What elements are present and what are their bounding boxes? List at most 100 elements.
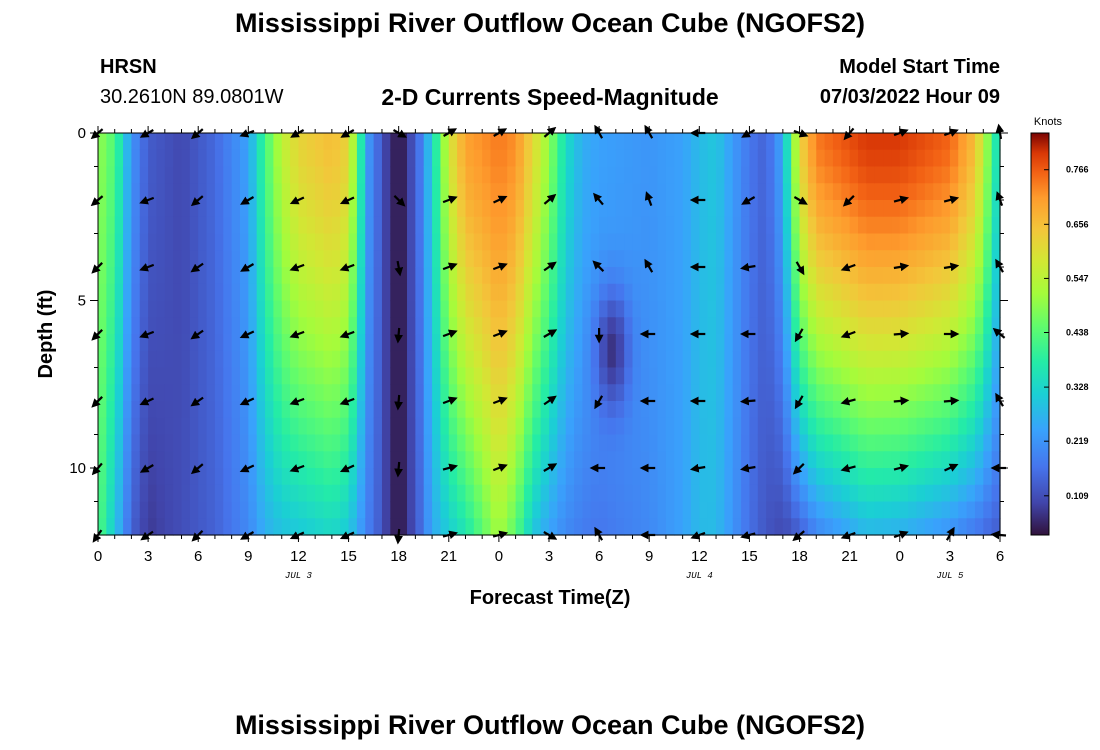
- heatmap-cell: [507, 267, 517, 285]
- heatmap-cell: [849, 250, 859, 268]
- heatmap-cell: [356, 200, 366, 218]
- heatmap-cell: [482, 149, 492, 168]
- heatmap-cell: [515, 501, 525, 519]
- heatmap-cell: [123, 133, 133, 151]
- heatmap-cell: [983, 233, 993, 251]
- heatmap-cell: [156, 317, 166, 335]
- heatmap-cell: [398, 133, 408, 151]
- heatmap-cell: [189, 300, 199, 318]
- heatmap-cell: [799, 468, 809, 486]
- heatmap-cell: [231, 149, 241, 168]
- heatmap-cell: [858, 401, 867, 419]
- heatmap-cell: [189, 367, 199, 385]
- heatmap-cell: [348, 334, 358, 352]
- current-vector: [339, 263, 355, 272]
- heatmap-cell: [131, 133, 141, 151]
- heatmap-cell: [582, 334, 592, 352]
- heatmap-cell: [407, 267, 416, 285]
- heatmap-cell: [958, 334, 968, 352]
- heatmap-cell: [256, 350, 266, 369]
- heatmap-cell: [365, 183, 375, 201]
- heatmap-cell: [265, 133, 274, 151]
- heatmap-cell: [624, 484, 634, 503]
- heatmap-cell: [549, 250, 558, 268]
- heatmap-cell: [415, 484, 425, 503]
- heatmap-cell: [782, 300, 792, 318]
- heatmap-cell: [816, 250, 826, 268]
- heatmap-cell: [557, 451, 567, 469]
- heatmap-cell: [632, 133, 642, 151]
- heatmap-cell: [582, 350, 592, 369]
- heatmap-cell: [540, 434, 550, 452]
- heatmap-cell: [874, 317, 884, 335]
- current-vector: [394, 394, 403, 411]
- heatmap-cell: [624, 216, 634, 235]
- heatmap-cell: [465, 334, 475, 352]
- heatmap-cell: [799, 350, 809, 369]
- heatmap-cell: [699, 233, 709, 251]
- heatmap-cell: [665, 250, 675, 268]
- heatmap-cell: [624, 401, 634, 419]
- heatmap-cell: [682, 334, 692, 352]
- heatmap-cell: [615, 183, 625, 201]
- heatmap-cell: [707, 317, 717, 335]
- heatmap-cell: [340, 133, 350, 151]
- heatmap-cell: [265, 149, 274, 168]
- heatmap-cell: [732, 367, 742, 385]
- heatmap-cell: [256, 183, 266, 201]
- heatmap-cell: [958, 183, 968, 201]
- heatmap-cell: [440, 216, 450, 235]
- heatmap-cell: [515, 468, 525, 486]
- heatmap-cell: [899, 200, 909, 218]
- heatmap-cell: [432, 166, 442, 184]
- heatmap-cell: [390, 300, 400, 318]
- heatmap-cell: [899, 250, 909, 268]
- heatmap-cell: [674, 133, 684, 151]
- heatmap-cell: [874, 451, 884, 469]
- heatmap-cell: [665, 350, 675, 369]
- heatmap-cell: [624, 183, 634, 201]
- heatmap-cell: [306, 434, 316, 452]
- heatmap-cell: [423, 216, 433, 235]
- heatmap-cell: [381, 200, 391, 218]
- heatmap-cell: [315, 350, 325, 369]
- heatmap-cell: [816, 133, 826, 151]
- heatmap-cell: [373, 300, 383, 318]
- heatmap-cell: [774, 233, 784, 251]
- heatmap-cell: [908, 384, 918, 402]
- heatmap-cell: [381, 518, 391, 536]
- heatmap-cell: [381, 166, 391, 184]
- heatmap-cell: [916, 417, 926, 436]
- heatmap-cell: [958, 166, 968, 184]
- heatmap-cell: [198, 300, 208, 318]
- heatmap-cell: [381, 350, 391, 369]
- heatmap-cell: [749, 451, 759, 469]
- heatmap-cell: [949, 149, 959, 168]
- heatmap-cell: [323, 417, 333, 436]
- heatmap-cell: [933, 233, 943, 251]
- heatmap-cell: [949, 350, 959, 369]
- heatmap-cell: [156, 283, 166, 302]
- heatmap-cell: [440, 434, 450, 452]
- heatmap-cell: [732, 200, 742, 218]
- heatmap-cell: [949, 166, 959, 184]
- heatmap-cell: [757, 417, 767, 436]
- heatmap-cell: [807, 451, 817, 469]
- heatmap-cell: [265, 367, 274, 385]
- heatmap-cell: [941, 133, 951, 151]
- heatmap-cell: [440, 334, 450, 352]
- heatmap-cell: [331, 367, 341, 385]
- heatmap-cell: [699, 484, 709, 503]
- heatmap-cell: [131, 183, 141, 201]
- heatmap-cell: [858, 384, 867, 402]
- heatmap-cell: [983, 417, 993, 436]
- heatmap-cell: [148, 300, 158, 318]
- heatmap-cell: [983, 451, 993, 469]
- heatmap-cell: [582, 166, 592, 184]
- heatmap-cell: [206, 451, 216, 469]
- heatmap-cell: [223, 484, 233, 503]
- heatmap-cell: [290, 283, 300, 302]
- heatmap-cell: [557, 367, 567, 385]
- heatmap-cell: [114, 317, 124, 335]
- heatmap-cell: [206, 350, 216, 369]
